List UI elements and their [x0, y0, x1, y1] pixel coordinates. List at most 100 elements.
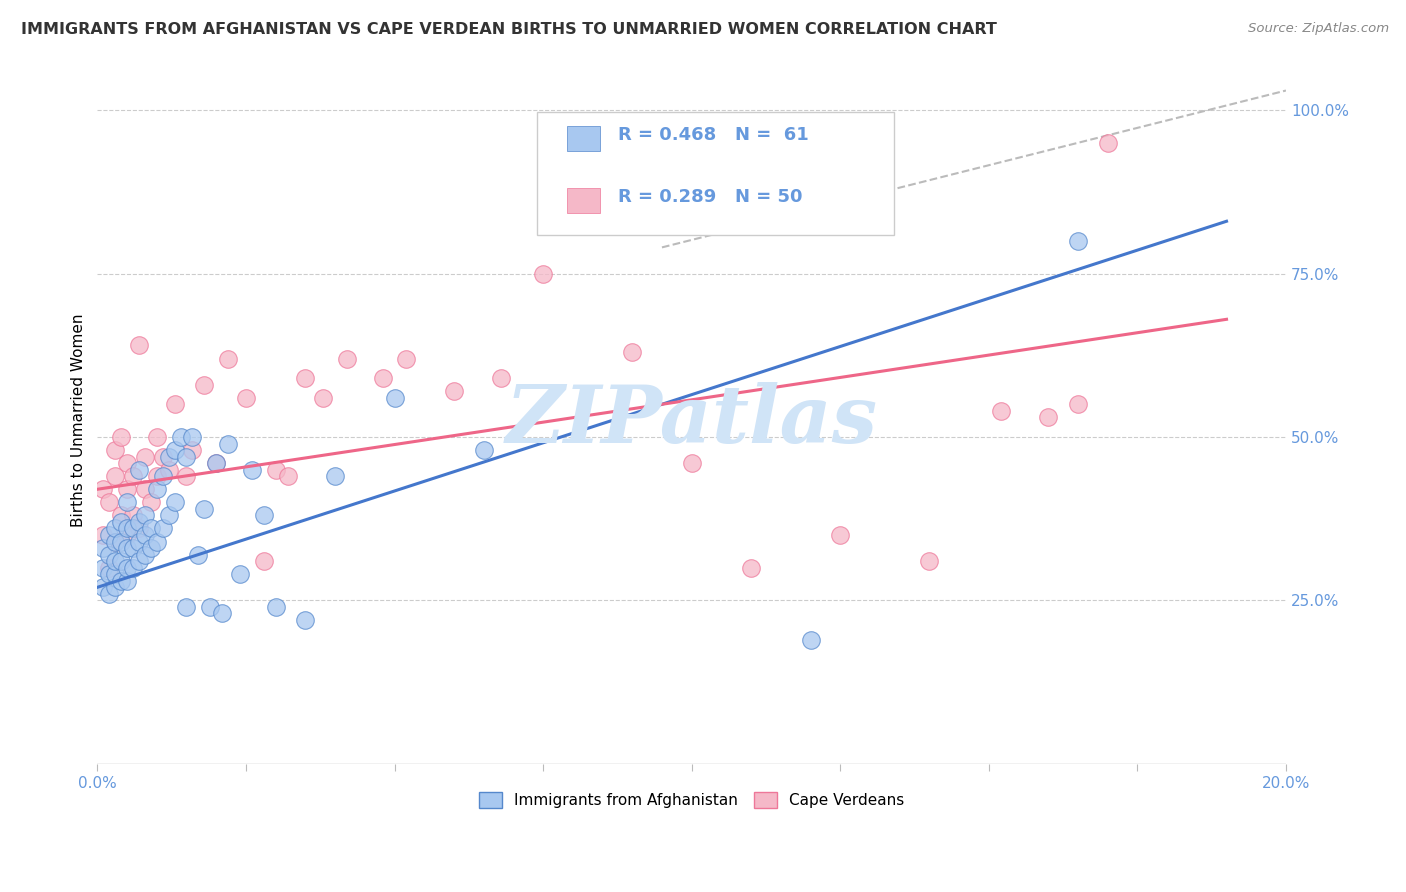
Point	[1067, 234, 1090, 248]
Point	[163, 397, 186, 411]
Point	[157, 463, 180, 477]
Point	[104, 567, 127, 582]
FancyBboxPatch shape	[567, 187, 600, 212]
Point	[134, 548, 156, 562]
Point	[205, 456, 228, 470]
Point	[146, 483, 169, 497]
Point	[104, 580, 127, 594]
Point	[115, 574, 138, 588]
Point	[371, 371, 394, 385]
Point	[128, 463, 150, 477]
Point	[217, 436, 239, 450]
Point	[176, 469, 198, 483]
Point	[128, 521, 150, 535]
Text: IMMIGRANTS FROM AFGHANISTAN VS CAPE VERDEAN BIRTHS TO UNMARRIED WOMEN CORRELATIO: IMMIGRANTS FROM AFGHANISTAN VS CAPE VERD…	[21, 22, 997, 37]
Point	[139, 541, 162, 555]
Point	[193, 501, 215, 516]
Point	[134, 508, 156, 523]
Point	[990, 404, 1012, 418]
Point	[176, 599, 198, 614]
Text: ZIPatlas: ZIPatlas	[506, 382, 877, 459]
Point	[294, 613, 316, 627]
Point	[104, 534, 127, 549]
Point	[91, 528, 114, 542]
Point	[128, 515, 150, 529]
Point	[491, 371, 513, 385]
Point	[918, 554, 941, 568]
Point	[152, 450, 174, 464]
Point	[187, 548, 209, 562]
Point	[395, 351, 418, 366]
Point	[163, 495, 186, 509]
Y-axis label: Births to Unmarried Women: Births to Unmarried Women	[72, 314, 86, 527]
Point	[146, 534, 169, 549]
Point	[152, 469, 174, 483]
Point	[91, 541, 114, 555]
Point	[205, 456, 228, 470]
Point	[336, 351, 359, 366]
Point	[104, 521, 127, 535]
Point	[128, 554, 150, 568]
Point	[443, 384, 465, 399]
Point	[146, 430, 169, 444]
Point	[181, 430, 204, 444]
Point	[110, 574, 132, 588]
Point	[115, 528, 138, 542]
Point	[312, 391, 335, 405]
Point	[115, 521, 138, 535]
Point	[229, 567, 252, 582]
Point	[200, 599, 222, 614]
Point	[128, 338, 150, 352]
Point	[110, 430, 132, 444]
Point	[193, 377, 215, 392]
Point	[134, 528, 156, 542]
Point	[240, 463, 263, 477]
Point	[98, 560, 121, 574]
Point	[110, 554, 132, 568]
Point	[115, 541, 138, 555]
Point	[217, 351, 239, 366]
Point	[104, 443, 127, 458]
Point	[163, 443, 186, 458]
Point	[253, 554, 276, 568]
Point	[1097, 136, 1119, 150]
Point	[157, 508, 180, 523]
Point	[799, 632, 821, 647]
Point	[384, 391, 406, 405]
Point	[122, 560, 145, 574]
Point	[122, 541, 145, 555]
Point	[157, 450, 180, 464]
Point	[98, 495, 121, 509]
FancyBboxPatch shape	[537, 112, 894, 235]
Legend: Immigrants from Afghanistan, Cape Verdeans: Immigrants from Afghanistan, Cape Verdea…	[474, 787, 910, 814]
Point	[1038, 410, 1060, 425]
Text: R = 0.289   N = 50: R = 0.289 N = 50	[619, 188, 803, 206]
Point	[139, 495, 162, 509]
Point	[235, 391, 257, 405]
Point	[98, 587, 121, 601]
Point	[146, 469, 169, 483]
Point	[264, 599, 287, 614]
Point	[115, 560, 138, 574]
Point	[134, 483, 156, 497]
Point	[323, 469, 346, 483]
Point	[91, 560, 114, 574]
Point	[122, 469, 145, 483]
Point	[104, 554, 127, 568]
Point	[1067, 397, 1090, 411]
Point	[472, 443, 495, 458]
Point	[740, 560, 762, 574]
FancyBboxPatch shape	[567, 126, 600, 151]
Point	[176, 450, 198, 464]
Point	[122, 508, 145, 523]
Point	[128, 534, 150, 549]
Point	[91, 483, 114, 497]
Point	[122, 521, 145, 535]
Point	[294, 371, 316, 385]
Point	[98, 528, 121, 542]
Point	[181, 443, 204, 458]
Point	[115, 483, 138, 497]
Point	[211, 607, 233, 621]
Text: R = 0.468   N =  61: R = 0.468 N = 61	[619, 126, 808, 145]
Point	[264, 463, 287, 477]
